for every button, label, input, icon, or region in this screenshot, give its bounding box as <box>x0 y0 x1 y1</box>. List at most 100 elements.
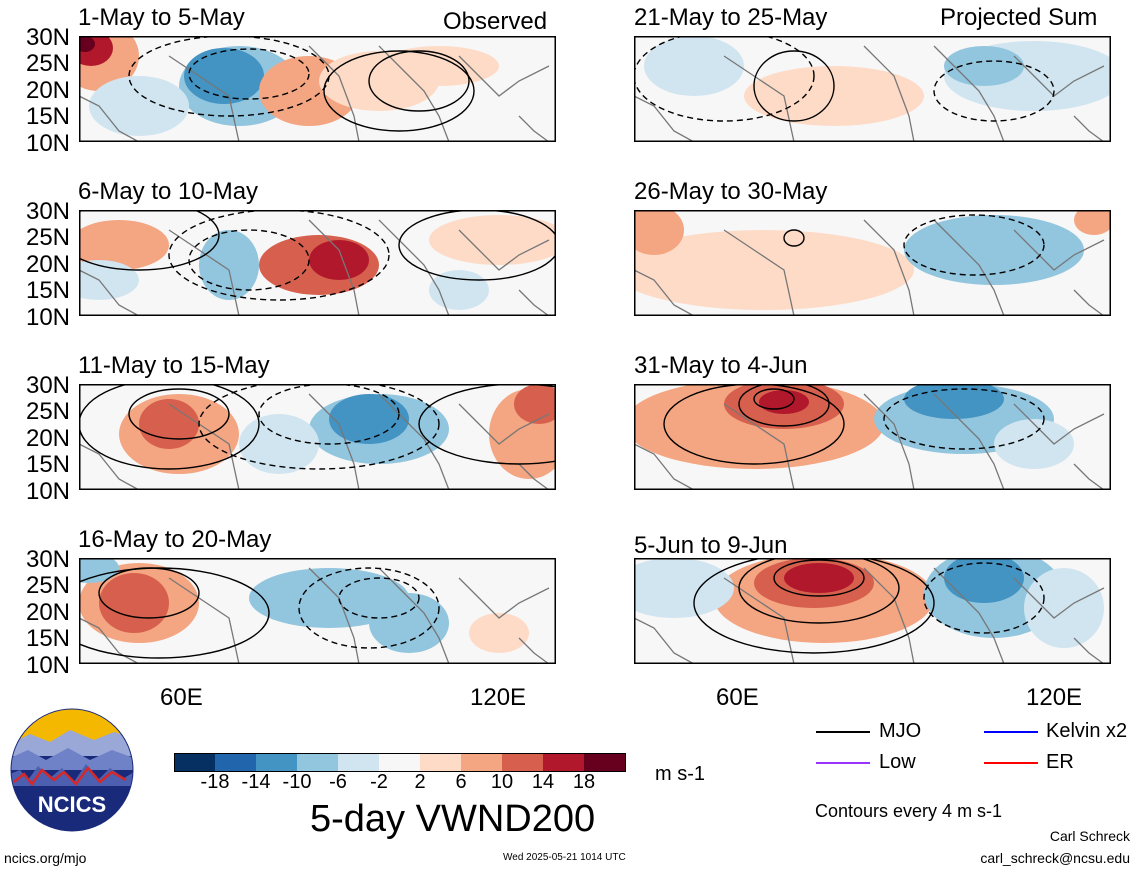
mjo-contour-positive <box>738 558 900 624</box>
coastline <box>863 567 915 664</box>
colorbar-tick-label: 10 <box>490 771 514 793</box>
coastline <box>1013 229 1105 271</box>
mjo-contour-positive <box>79 210 220 271</box>
legend-line-kelvin <box>984 731 1038 733</box>
coastline <box>79 269 140 316</box>
coastline <box>308 567 360 664</box>
colorbar-segment <box>584 753 626 772</box>
lat-label: 10N <box>25 652 70 679</box>
mjo-contour-positive <box>98 567 200 619</box>
anomaly-shading <box>784 563 854 593</box>
anomaly-shading <box>469 613 529 653</box>
coastline <box>863 393 915 490</box>
panel-title: 6-May to 10-May <box>78 178 259 205</box>
colorbar-tick-label: -18 <box>200 771 230 793</box>
coastline <box>1073 637 1105 664</box>
anomaly-map-1 <box>79 36 556 142</box>
legend-line-mjo <box>816 731 870 733</box>
coastline <box>1013 577 1105 619</box>
anomaly-map-8 <box>634 558 1111 664</box>
panel-tag: Observed <box>443 8 548 35</box>
mjo-contour-positive <box>753 388 795 410</box>
legend-label-kelvin: Kelvin x2 <box>1046 720 1128 742</box>
anomaly-shading <box>329 394 409 444</box>
map-frame <box>634 384 1111 490</box>
lat-label: 15N <box>25 451 70 478</box>
colorbar-tick-label: -2 <box>370 771 388 793</box>
map-frame <box>79 384 556 490</box>
coastline <box>933 567 1005 664</box>
lat-label: 20N <box>25 599 70 626</box>
lat-label: 25N <box>25 572 70 599</box>
lat-label: 30N <box>25 372 70 399</box>
colorbar-tick-label: 6 <box>455 771 467 793</box>
footer-email: carl_schreck@ncsu.edu <box>980 850 1130 866</box>
mjo-contour-positive <box>323 50 475 132</box>
coastline <box>1013 403 1105 445</box>
anomaly-shading <box>634 230 914 310</box>
colorbar-segment <box>174 753 217 772</box>
coastline <box>933 45 1005 142</box>
map-frame <box>79 558 556 664</box>
map-panel-1 <box>79 36 556 142</box>
lat-label: 10N <box>25 130 70 157</box>
mjo-contour-positive <box>738 384 830 427</box>
colorbar-tick-label: -14 <box>241 771 271 793</box>
anomaly-shading <box>239 414 319 474</box>
coastline <box>308 393 360 490</box>
panel-title: 1-May to 5-May <box>78 4 245 31</box>
colorbar-tick-label: 18 <box>572 771 596 793</box>
anomaly-map-3 <box>79 384 556 490</box>
map-frame <box>634 36 1111 142</box>
colorbar-units: m s-1 <box>655 763 705 785</box>
panel-title: 5-Jun to 9-Jun <box>634 532 788 559</box>
coastline <box>168 403 240 490</box>
colorbar-segment <box>502 753 544 772</box>
anomaly-shading <box>944 46 1024 86</box>
colorbar-tick-label: 2 <box>414 771 426 793</box>
anomaly-shading <box>379 46 499 86</box>
legend-line-low <box>816 762 870 764</box>
coastline <box>458 403 550 445</box>
anomaly-shading <box>184 48 264 104</box>
anomaly-map-5 <box>634 36 1111 142</box>
mjo-contour-negative <box>338 577 420 619</box>
coastline <box>863 219 915 316</box>
coastline <box>933 219 1005 316</box>
lat-label: 30N <box>25 24 70 51</box>
coastline <box>634 95 695 142</box>
lat-label: 10N <box>25 478 70 505</box>
map-panel-4 <box>79 558 556 664</box>
colorbar-segment <box>543 753 585 772</box>
coastline <box>518 115 550 142</box>
lat-label: 30N <box>25 546 70 573</box>
anomaly-map-6 <box>634 210 1111 316</box>
coastline <box>863 45 915 142</box>
map-panel-7 <box>634 384 1111 490</box>
logo-text: NCICS <box>38 792 106 817</box>
anomaly-shading <box>904 384 1004 419</box>
coastline <box>458 229 550 271</box>
mjo-contour-negative <box>198 384 440 470</box>
lon-label: 120E <box>470 684 527 711</box>
lat-label: 20N <box>25 251 70 278</box>
anomaly-shading <box>634 558 734 618</box>
anomaly-shading <box>744 66 924 126</box>
panel-tag: Projected Sum <box>940 4 1098 31</box>
coastline <box>1073 289 1105 316</box>
coastline <box>723 229 795 316</box>
coastline <box>1073 463 1105 490</box>
map-panel-2 <box>79 210 556 316</box>
mjo-contour-positive <box>398 210 556 281</box>
mjo-contour-positive <box>693 558 935 654</box>
map-panel-8 <box>634 558 1111 664</box>
anomaly-map-2 <box>79 210 556 316</box>
lon-label: 60E <box>716 684 759 711</box>
colorbar-segment <box>461 753 503 772</box>
lat-label: 25N <box>25 50 70 77</box>
coastline <box>378 567 450 664</box>
mjo-contour-negative <box>923 562 1045 634</box>
colorbar-segment <box>297 753 339 772</box>
lat-label: 15N <box>25 625 70 652</box>
colorbar-tick-label: 14 <box>531 771 555 793</box>
